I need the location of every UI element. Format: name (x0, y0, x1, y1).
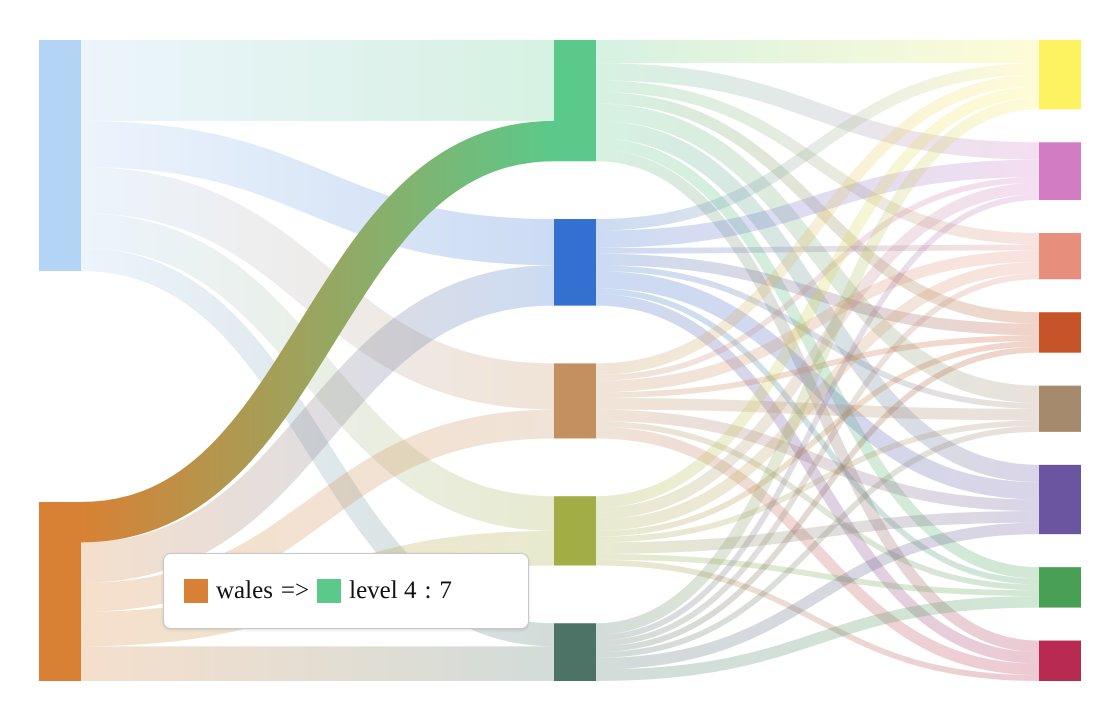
tooltip-source: wales (216, 577, 273, 604)
node (1039, 640, 1081, 681)
node (554, 219, 596, 306)
nodes (39, 40, 1081, 681)
node (1039, 40, 1081, 110)
node (554, 623, 596, 681)
source-swatch (184, 579, 208, 603)
link (595, 426, 1040, 658)
link (595, 80, 1040, 245)
link (595, 182, 1040, 520)
node (39, 40, 81, 271)
link (595, 194, 1040, 641)
link (595, 341, 1040, 537)
node (1039, 142, 1081, 201)
link (595, 522, 1040, 670)
links (80, 39, 1040, 682)
tooltip-target: level 4 (349, 577, 417, 604)
link (595, 103, 1040, 403)
node (1039, 233, 1081, 280)
tooltip-separator: : (424, 577, 432, 604)
node (1039, 385, 1081, 432)
link (595, 553, 1040, 597)
link (595, 270, 1040, 500)
tooltip: wales => level 4 : 7 (163, 553, 529, 629)
link (80, 265, 555, 583)
node (554, 496, 596, 566)
link (595, 346, 1040, 653)
link (595, 63, 1040, 160)
link (595, 273, 1040, 647)
node (554, 40, 596, 162)
link (595, 596, 1040, 681)
link (595, 63, 1040, 231)
link (595, 250, 1040, 393)
node (1039, 567, 1081, 608)
node (1039, 312, 1081, 353)
link (595, 74, 1040, 375)
link (595, 265, 1040, 409)
link (595, 86, 1040, 508)
node (1039, 464, 1081, 535)
node (554, 363, 596, 439)
link (595, 420, 1040, 543)
link (595, 421, 1040, 591)
link (595, 159, 1040, 248)
link (80, 213, 555, 531)
link (595, 261, 1040, 531)
link (595, 97, 1040, 635)
link (595, 398, 1040, 421)
link (595, 244, 1040, 254)
link (595, 176, 1040, 381)
node (39, 501, 81, 681)
tooltip-arrow: => (280, 577, 310, 604)
tooltip-value: 7 (439, 577, 452, 604)
link (80, 167, 555, 410)
link (80, 120, 555, 266)
link (595, 559, 1040, 682)
link (80, 120, 555, 543)
link (595, 426, 1040, 676)
link (595, 511, 1040, 554)
target-swatch (317, 579, 342, 603)
